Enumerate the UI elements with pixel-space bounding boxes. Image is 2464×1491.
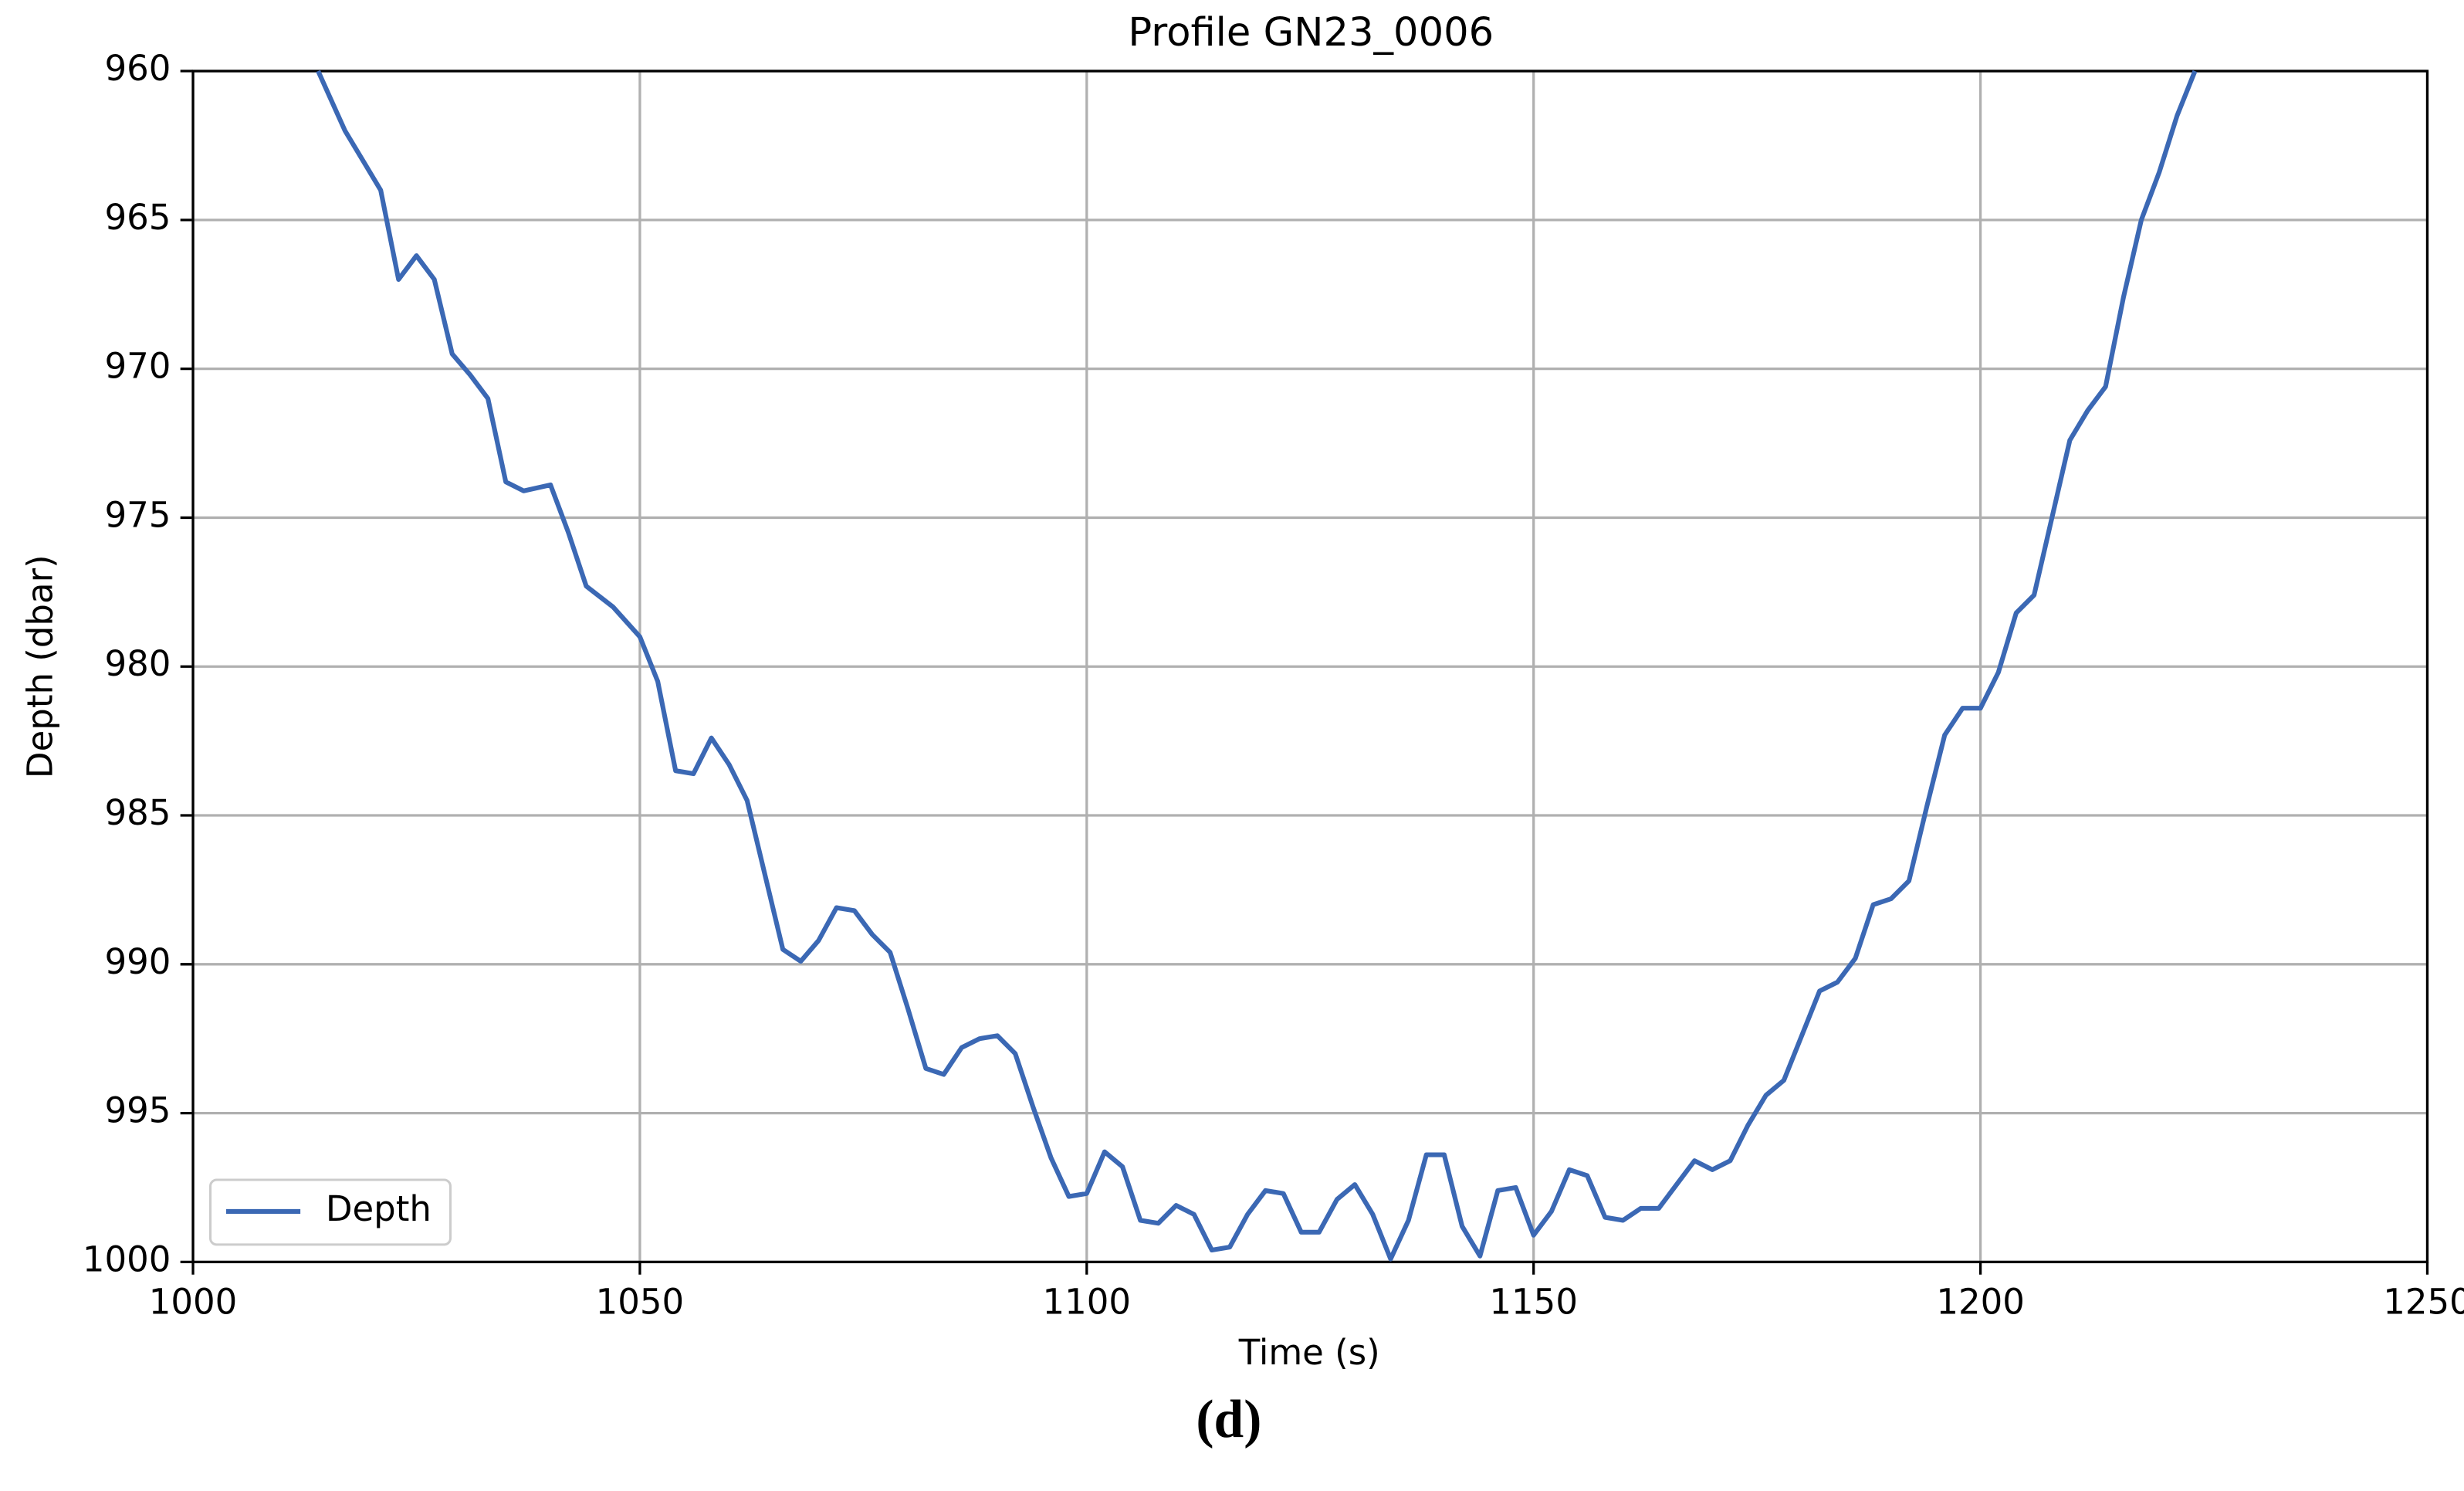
x-tick-label: 1050: [596, 1282, 685, 1323]
y-tick-label: 985: [104, 792, 171, 833]
x-tick-label: 1150: [1489, 1282, 1578, 1323]
x-tick-label: 1200: [1936, 1282, 2025, 1323]
x-tick-label: 1000: [149, 1282, 238, 1323]
x-tick-label: 1100: [1043, 1282, 1132, 1323]
y-tick-label: 980: [104, 643, 171, 684]
y-tick-label: 960: [104, 48, 171, 89]
y-tick-label: 965: [104, 197, 171, 238]
y-tick-label: 995: [104, 1090, 171, 1131]
legend-box: [208, 1178, 452, 1246]
x-axis-label: Time (s): [1238, 1332, 1380, 1373]
plot-frame: [191, 69, 2429, 1264]
y-tick-label: 975: [104, 494, 171, 535]
data-line: [316, 69, 2198, 1262]
y-tick-label: 1000: [83, 1239, 171, 1279]
chart-title: Profile GN23_0006: [1128, 10, 1494, 56]
x-tick-label: 1250: [2383, 1282, 2464, 1323]
y-tick-label: 970: [104, 346, 171, 387]
y-tick-label: 990: [104, 941, 171, 982]
caption: (d): [1196, 1390, 1261, 1449]
y-axis-label: Depth (dbar): [20, 554, 61, 778]
legend-label: Depth: [326, 1188, 432, 1229]
